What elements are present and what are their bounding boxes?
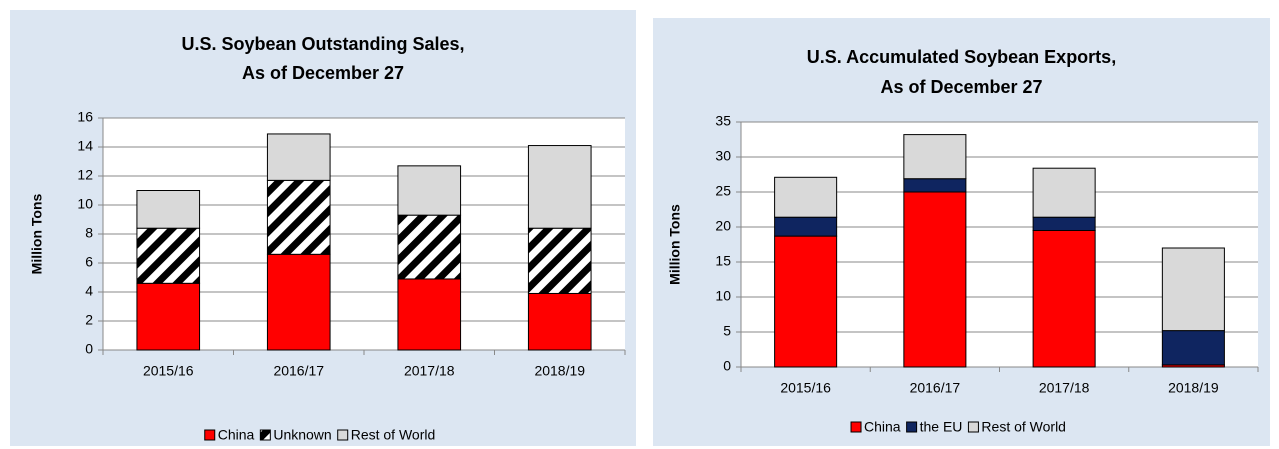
bar-segment <box>1032 216 1096 231</box>
bar-segment <box>397 214 462 280</box>
y-tick-label: 20 <box>715 218 731 234</box>
legend-label: Rest of World <box>981 419 1066 435</box>
bar-segment <box>903 178 967 193</box>
bar-segment <box>397 278 462 351</box>
y-tick-label: 14 <box>77 138 93 154</box>
y-tick-label: 15 <box>715 253 731 269</box>
x-tick-label: 2018/19 <box>534 363 585 379</box>
legend-swatch <box>850 421 862 433</box>
x-tick-label: 2016/17 <box>910 380 961 396</box>
bar-segment <box>774 235 838 368</box>
chart-title: U.S. Soybean Outstanding Sales, <box>181 34 464 54</box>
y-axis-label: Million Tons <box>667 204 683 285</box>
bar-segment <box>527 227 592 294</box>
legend-swatch <box>259 429 271 441</box>
y-tick-label: 5 <box>723 323 731 339</box>
chart-title: As of December 27 <box>242 63 404 83</box>
y-tick-label: 6 <box>85 254 93 270</box>
y-tick-label: 0 <box>85 341 93 357</box>
bar-segment <box>1161 330 1225 366</box>
chart-title: As of December 27 <box>880 77 1042 97</box>
legend-swatch <box>906 421 918 433</box>
x-tick-label: 2016/17 <box>273 363 324 379</box>
bar-segment <box>136 190 201 229</box>
legend-label: China <box>864 419 901 435</box>
x-tick-label: 2015/16 <box>780 380 831 396</box>
bar-segment <box>1032 167 1096 218</box>
bar-segment <box>136 227 201 284</box>
y-tick-label: 30 <box>715 148 731 164</box>
chart-title: U.S. Accumulated Soybean Exports, <box>807 47 1116 67</box>
y-tick-label: 16 <box>77 109 93 125</box>
y-tick-label: 4 <box>85 283 93 299</box>
y-tick-label: 10 <box>715 288 731 304</box>
x-tick-label: 2017/18 <box>1039 380 1090 396</box>
y-tick-label: 10 <box>77 196 93 212</box>
bar-segment <box>266 133 331 181</box>
legend-label: Rest of World <box>351 427 436 443</box>
legend-swatch <box>337 429 349 441</box>
legend-label: China <box>218 427 255 443</box>
y-tick-label: 0 <box>723 358 731 374</box>
y-axis-label: Million Tons <box>29 193 45 274</box>
bar-segment <box>266 179 331 255</box>
bar-segment <box>1161 247 1225 332</box>
y-tick-label: 35 <box>715 113 731 129</box>
bar-segment <box>397 165 462 216</box>
y-tick-label: 8 <box>85 225 93 241</box>
bar-segment <box>774 176 838 218</box>
bar-segment <box>903 191 967 368</box>
x-tick-label: 2018/19 <box>1168 380 1219 396</box>
bar-segment <box>1032 230 1096 368</box>
x-tick-label: 2017/18 <box>404 363 455 379</box>
legend-swatch <box>967 421 979 433</box>
bar-segment <box>527 145 592 229</box>
y-tick-label: 2 <box>85 312 93 328</box>
legend-swatch <box>204 429 216 441</box>
bar-segment <box>527 292 592 351</box>
y-tick-label: 12 <box>77 167 93 183</box>
bar-segment <box>774 216 838 237</box>
x-tick-label: 2015/16 <box>143 363 194 379</box>
y-tick-label: 25 <box>715 183 731 199</box>
bar-segment <box>266 253 331 351</box>
bar-segment <box>136 282 201 351</box>
legend-label: Unknown <box>273 427 331 443</box>
legend-label: the EU <box>920 419 963 435</box>
bar-segment <box>903 134 967 180</box>
